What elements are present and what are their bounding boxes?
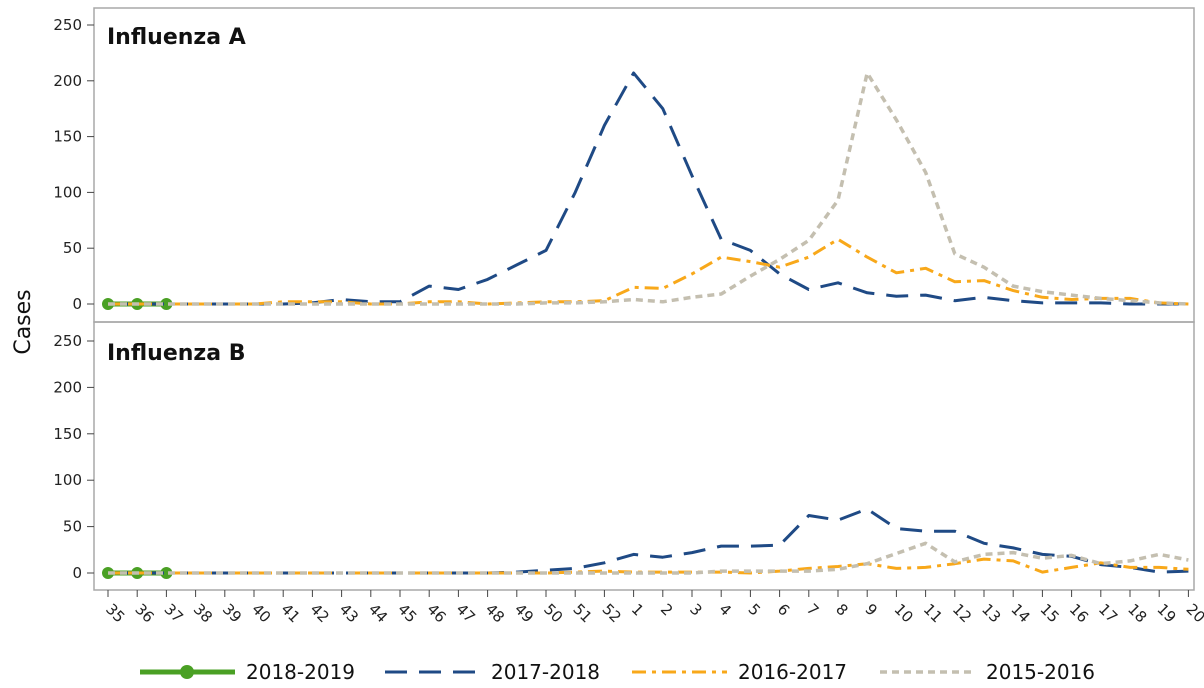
x-tick-label: 9 xyxy=(861,600,880,619)
x-tick-label: 36 xyxy=(131,600,157,626)
x-tick-label: 44 xyxy=(365,600,391,626)
x-tick-label: 4 xyxy=(715,600,734,619)
x-tick-label: 37 xyxy=(161,600,187,626)
x-axis: 35 36 37 38 39 40 41 42 43 44 45 46 47 48 49 50 51 52 1 2 3 4… xyxy=(102,590,1204,626)
x-tick-label: 16 xyxy=(1066,600,1092,626)
x-tick-label: 3 xyxy=(686,600,705,619)
series-line xyxy=(108,507,1189,575)
y-tick-label: 50 xyxy=(63,239,82,257)
x-tick-label: 41 xyxy=(277,600,303,626)
x-tick-label: 49 xyxy=(511,600,537,626)
y-axis-title: Cases xyxy=(11,289,36,354)
y-axes: 0 50 100 150 200 250 0 50 100 150 200 250 xyxy=(53,16,94,582)
y-tick-label: 0 xyxy=(72,295,82,313)
x-tick-label: 12 xyxy=(949,600,975,626)
x-tick-label: 50 xyxy=(540,600,566,626)
x-tick-label: 19 xyxy=(1153,600,1179,626)
x-tick-label: 5 xyxy=(745,600,764,619)
y-tick-label: 200 xyxy=(53,72,82,90)
series-point xyxy=(160,567,173,579)
y-tick-label: 250 xyxy=(53,332,82,350)
x-tick-label: 46 xyxy=(423,600,449,626)
x-tick-label: 2 xyxy=(657,600,676,619)
series-line xyxy=(108,541,1189,575)
x-tick-label: 13 xyxy=(978,600,1004,626)
legend-label: 2015-2016 xyxy=(986,660,1095,684)
legend-label: 2018-2019 xyxy=(246,660,355,684)
y-tick-label: 150 xyxy=(53,128,82,146)
x-tick-label: 43 xyxy=(336,600,362,626)
x-tick-label: 15 xyxy=(1037,600,1063,626)
x-tick-label: 18 xyxy=(1124,600,1150,626)
panel-frame xyxy=(93,321,1195,591)
panel-title: Influenza B xyxy=(107,341,245,366)
x-tick-label: 51 xyxy=(569,600,595,626)
y-tick-label: 150 xyxy=(53,425,82,443)
series-line xyxy=(108,71,1189,306)
series-line xyxy=(108,557,1189,575)
panel-title: Influenza A xyxy=(107,25,246,50)
x-tick-label: 45 xyxy=(394,600,420,626)
x-tick-label: 52 xyxy=(599,600,625,626)
x-tick-label: 11 xyxy=(920,600,946,626)
x-tick-label: 48 xyxy=(482,600,508,626)
series-line xyxy=(108,71,1189,306)
series-line xyxy=(108,237,1189,306)
x-tick-label: 42 xyxy=(307,600,333,626)
x-tick-label: 6 xyxy=(774,600,793,619)
x-tick-label: 40 xyxy=(248,600,274,626)
x-tick-label: 7 xyxy=(803,600,822,619)
panel-titles: Influenza A Influenza B xyxy=(107,25,246,366)
x-tick-label: 8 xyxy=(832,600,851,619)
legend: 2018-2019 2017-2018 2016-2017 2015-2016 xyxy=(140,660,1095,684)
x-tick-label: 20 xyxy=(1183,600,1204,626)
x-tick-label: 47 xyxy=(453,600,479,626)
x-tick-label: 10 xyxy=(891,600,917,626)
y-tick-label: 100 xyxy=(53,183,82,201)
series-point xyxy=(160,298,173,310)
y-tick-label: 0 xyxy=(72,564,82,582)
x-tick-label: 17 xyxy=(1095,600,1121,626)
legend-label: 2017-2018 xyxy=(491,660,600,684)
x-tick-label: 35 xyxy=(102,600,128,626)
plot-lines xyxy=(102,71,1189,579)
y-tick-label: 50 xyxy=(63,518,82,536)
x-tick-label: 1 xyxy=(628,600,647,619)
y-tick-label: 100 xyxy=(53,471,82,489)
legend-label: 2016-2017 xyxy=(738,660,847,684)
x-tick-label: 39 xyxy=(219,600,245,626)
x-tick-label: 38 xyxy=(190,600,216,626)
panel-frame xyxy=(93,7,1195,323)
legend-marker xyxy=(180,665,194,679)
y-tick-label: 250 xyxy=(53,16,82,34)
x-tick-label: 14 xyxy=(1007,600,1033,626)
y-tick-label: 200 xyxy=(53,378,82,396)
panel-frames xyxy=(93,7,1195,591)
